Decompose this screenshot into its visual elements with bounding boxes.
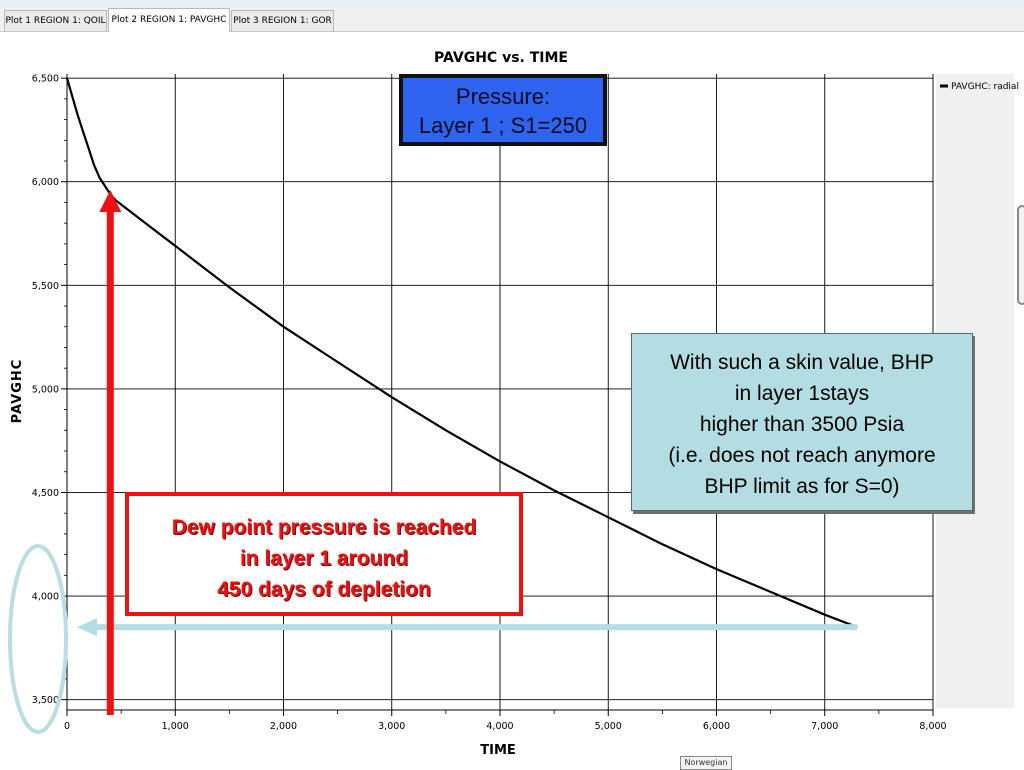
plot-tab-bar: Plot 1 REGION 1: QOIL Plot 2 REGION 1: P…	[0, 0, 1024, 32]
x-tick-label: 3,000	[378, 721, 405, 732]
skin-callout-line: higher than 3500 Psia	[699, 413, 905, 436]
dew-point-callout-line: 450 days of depletion	[217, 578, 431, 601]
skin-callout-line: With such a skin value, BHP	[670, 351, 934, 374]
tab-plot-2-pavghc[interactable]: Plot 2 REGION 1: PAVGHC	[108, 8, 230, 32]
y-tick-label: 4,500	[32, 488, 59, 499]
y-tick-label: 3,500	[32, 695, 59, 706]
side-scroll-handle[interactable]	[1017, 205, 1024, 305]
teal-arrow-head	[77, 618, 97, 637]
x-tick-label: 8,000	[919, 721, 946, 732]
series-layer	[65, 77, 858, 629]
x-tick-label: 6,000	[703, 721, 730, 732]
dew-point-callout: Dew point pressure is reached in layer 1…	[125, 492, 523, 616]
x-axis-ticks: 0 1,000 2,000 3,000 4,000 5,000 6,000 7,000 8,00…	[64, 710, 947, 732]
y-tick-label: 6,000	[32, 177, 59, 188]
skin-callout-line: in layer 1stays	[734, 382, 870, 405]
skin-callout-line: BHP limit as for S=0)	[704, 475, 900, 498]
y-tick-label: 4,000	[32, 592, 59, 603]
y-axis-highlight-ellipse	[8, 544, 68, 734]
x-tick-label: 1,000	[162, 721, 189, 732]
x-tick-label: 7,000	[811, 721, 838, 732]
pressure-callout-line: Layer 1 ; S1=250	[418, 113, 588, 138]
chart-title: PAVGHC vs. TIME	[434, 50, 568, 66]
x-tick-label: 4,000	[486, 721, 513, 732]
annotation-overlay	[8, 190, 858, 734]
red-arrow-head	[99, 190, 122, 213]
window-top-strip	[0, 0, 1024, 6]
tab-plot-1-qoil[interactable]: Plot 1 REGION 1: QOIL	[4, 10, 107, 31]
x-tick-label: 0	[64, 721, 70, 732]
x-tick-label: 2,000	[270, 721, 297, 732]
pressure-callout-line: Pressure:	[455, 84, 551, 109]
skin-value-callout: With such a skin value, BHP in layer 1st…	[631, 333, 973, 511]
y-tick-label: 5,000	[32, 384, 59, 395]
y-tick-label: 5,500	[32, 281, 59, 292]
series-line-pavghc	[65, 77, 858, 629]
tab-plot-3-gor[interactable]: Plot 3 REGION 1: GOR	[231, 10, 334, 31]
y-tick-label: 6,500	[32, 74, 59, 85]
y-axis-label: PAVGHC	[10, 359, 25, 424]
legend-entry: PAVGHC: radial	[951, 82, 1019, 92]
dew-point-callout-line: in layer 1 around	[239, 547, 409, 570]
pressure-callout: Pressure: Layer 1 ; S1=250	[399, 74, 607, 146]
y-axis-ticks: 3,500 4,000 4,500 5,000 5,500 6,000 6,500	[32, 74, 67, 706]
x-axis-label: TIME	[480, 743, 516, 758]
skin-callout-line: (i.e. does not reach anymore	[668, 444, 936, 467]
dew-point-callout-line: Dew point pressure is reached	[171, 516, 477, 539]
x-tick-label: 5,000	[595, 721, 622, 732]
